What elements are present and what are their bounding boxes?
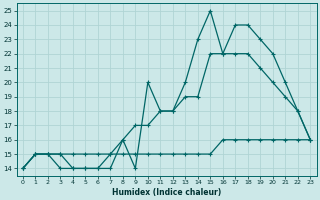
- X-axis label: Humidex (Indice chaleur): Humidex (Indice chaleur): [112, 188, 221, 197]
